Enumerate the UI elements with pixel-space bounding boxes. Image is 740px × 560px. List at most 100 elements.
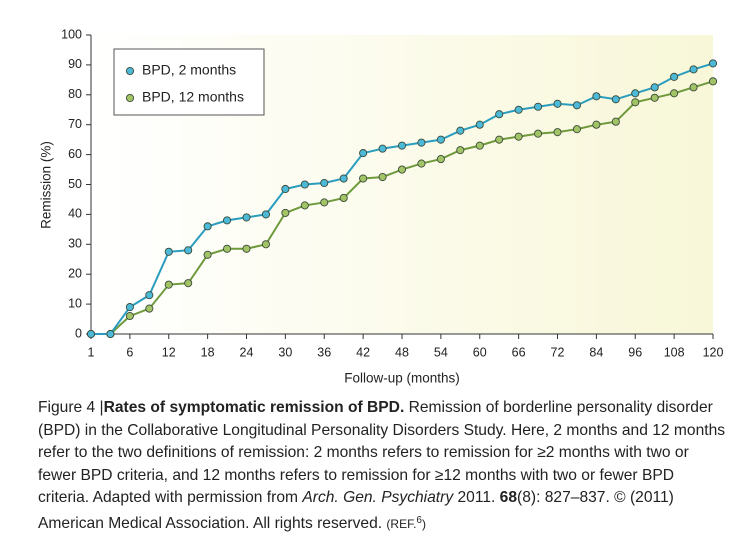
y-tick-label: 30 [68,237,82,251]
caption-title: Rates of symptomatic remission of BPD. [103,399,405,416]
marker [145,304,154,313]
marker [339,193,348,203]
y-tick-label: 40 [68,207,82,221]
marker [689,65,698,74]
marker [203,222,212,231]
chart: Follow-up (months) Remission (%) 0 10 20 30… [39,27,724,386]
marker [125,312,134,321]
marker [514,132,523,141]
y-axis-label: Remission (%) [39,141,54,229]
y-tick-label: 50 [68,177,82,191]
x-tick-label: 6 [126,345,133,359]
legend-marker [125,93,135,103]
y-tick-label: 0 [75,326,82,340]
x-tick-label: 30 [278,345,292,359]
marker [184,246,193,255]
marker [320,178,329,188]
marker [417,138,426,147]
marker [631,98,640,107]
marker [456,126,465,135]
ref-number: 6 [416,514,422,526]
marker [359,174,368,183]
marker [164,247,173,256]
x-tick-label: 1 [88,345,95,359]
y-tick-label: 100 [61,27,82,41]
marker [300,180,309,189]
ref-close: ) [421,516,426,531]
marker [689,83,698,92]
x-tick-label: 72 [551,345,565,359]
marker [378,144,387,153]
marker [708,59,718,68]
figure-label: Figure 4 | [38,399,104,416]
marker [203,250,212,259]
marker [164,280,173,289]
x-tick-label: 60 [473,345,487,359]
marker [534,129,543,138]
x-tick-label: 18 [201,345,215,359]
marker [572,125,581,134]
marker [708,77,718,86]
marker [339,174,348,183]
caption: Figure 4 |Rates of symptomatic remission… [38,397,728,535]
marker [592,92,601,101]
y-tick-label: 10 [68,296,82,310]
marker [456,146,465,155]
y-tick-label: 60 [68,147,82,161]
marker [125,303,134,312]
year: 2011. [453,489,500,506]
caption-text: Remission of borderline personality diso… [38,399,726,506]
marker [495,135,504,144]
y-tick-label: 20 [68,266,82,280]
y-tick-label: 80 [68,87,82,101]
legend-label: BPD, 12 months [142,89,244,105]
x-tick-label: 48 [395,345,409,359]
y-tick-label: 70 [68,117,82,131]
marker [397,165,407,174]
marker [592,120,601,129]
marker [475,120,484,129]
x-tick-label: 12 [162,345,176,359]
marker [436,135,445,144]
marker [436,155,445,164]
marker [534,102,543,111]
x-axis-label: Follow-up (months) [344,371,460,386]
marker [281,208,290,217]
x-tick-label: 108 [664,345,685,359]
marker [145,291,154,300]
ref-open: (REF. [386,516,417,531]
ref: (REF.6) [386,514,426,531]
marker [320,198,329,207]
marker [611,117,620,126]
x-tick-label: 84 [589,345,603,359]
marker [670,72,679,81]
x-tick-label: 120 [703,345,724,359]
marker [359,149,368,158]
marker [86,329,96,339]
marker [650,83,659,92]
x-tick-label: 36 [317,345,331,359]
x-tick-label: 54 [434,345,448,359]
marker [650,93,659,102]
marker [514,105,523,114]
x-tick-label: 96 [628,345,642,359]
y-tick-label: 90 [68,57,82,71]
marker [553,99,562,108]
marker [475,141,484,150]
marker [670,89,679,98]
marker [261,210,270,219]
marker [553,128,562,137]
marker [495,110,504,119]
x-tick-label: 66 [512,345,526,359]
marker [261,240,270,249]
marker [281,184,290,194]
pages: (8): 827–837. © (2011) American Medical … [38,489,674,532]
volume: 68 [499,489,518,506]
legend-label: BPD, 2 months [142,62,236,78]
x-tick-label: 24 [240,345,254,359]
marker [300,201,309,210]
marker [397,141,407,150]
legend-box [113,48,265,116]
marker [223,216,232,225]
